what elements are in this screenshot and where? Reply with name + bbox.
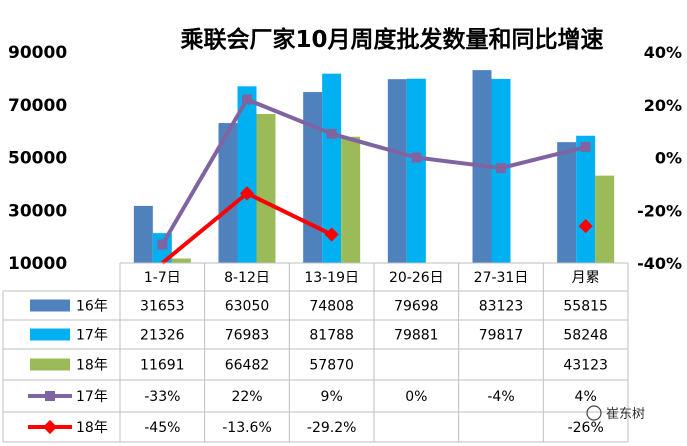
bar: [322, 73, 342, 263]
bar: [406, 78, 426, 263]
table-cell: -45%: [144, 420, 180, 436]
legend-swatch: [30, 358, 70, 371]
line-point: [239, 186, 255, 201]
table-cell: -33%: [144, 389, 180, 405]
table-cell: 55815: [563, 299, 608, 315]
table-cell: 79817: [479, 328, 524, 344]
line-point: [411, 152, 422, 163]
legend-marker: [45, 391, 55, 401]
table-cell: 21326: [140, 328, 185, 344]
table-cell: 76983: [225, 328, 270, 344]
table-cell: 79881: [394, 328, 439, 344]
category-label: 20-26日: [389, 270, 444, 286]
legend-label: 16年: [76, 299, 108, 315]
table-cell: -13.6%: [222, 420, 272, 436]
line-point: [157, 239, 168, 250]
table-cell: 79698: [394, 299, 439, 315]
legend-label: 18年: [76, 420, 108, 436]
right-tick-label: 0%: [655, 149, 682, 168]
bar: [237, 86, 257, 263]
category-label: 1-7日: [144, 270, 181, 286]
left-tick-label: 30000: [8, 201, 67, 221]
table-cell: 57870: [309, 358, 354, 374]
table-cell: 4%: [575, 389, 597, 405]
table-cell: 31653: [140, 299, 185, 315]
line-point: [578, 219, 593, 234]
left-tick-label: 50000: [8, 149, 67, 169]
legend-label: 18年: [76, 358, 108, 374]
table-cell: 22%: [231, 389, 262, 405]
right-tick-label: 20%: [644, 96, 682, 115]
right-tick-label: -20%: [637, 201, 682, 220]
table-cell: 66482: [225, 358, 270, 374]
table-cell: 43123: [563, 358, 608, 374]
category-label: 13-19日: [304, 270, 359, 286]
table-cell: -26%: [568, 420, 604, 436]
right-axis: -40% -20% 0% 20% 40%: [637, 43, 682, 273]
table-cell: 81788: [309, 328, 354, 344]
bar: [218, 123, 238, 263]
line-point: [496, 163, 506, 174]
right-tick-label: 40%: [644, 43, 682, 62]
left-axis: 10000 30000 50000 70000 90000: [8, 43, 67, 274]
table-cell: -29.2%: [307, 420, 357, 436]
bar: [256, 114, 276, 264]
bar: [576, 135, 596, 263]
right-tick-label: -40%: [637, 254, 682, 273]
category-label: 27-31日: [474, 270, 529, 286]
table-cell: 83123: [479, 299, 524, 315]
legend-swatch: [30, 328, 70, 341]
table-cell: 0%: [405, 389, 427, 405]
lines: [157, 94, 593, 265]
table-cell: 74808: [309, 299, 354, 315]
bar: [595, 175, 615, 263]
table-cell: 58248: [563, 328, 608, 344]
table-cell: 9%: [321, 389, 343, 405]
series-line: [160, 97, 587, 246]
table-cell: -4%: [487, 389, 514, 405]
legend-label: 17年: [76, 328, 108, 344]
left-tick-label: 90000: [8, 43, 67, 63]
bar: [133, 205, 153, 263]
watermark: 崔东树: [586, 405, 645, 422]
bar: [557, 142, 577, 263]
category-label: 8-12日: [224, 270, 270, 286]
legend-swatch: [30, 299, 70, 312]
legend-marker: [42, 419, 58, 435]
data-table: 1-7日 8-12日 13-19日 20-26日 27-31日 月累 16年 31653 630…: [2, 262, 629, 443]
legend-label: 17年: [76, 389, 108, 405]
wechat-icon: [586, 405, 602, 421]
bar: [341, 136, 361, 263]
table-cell: 63050: [225, 299, 270, 315]
line-point: [242, 94, 252, 105]
bar: [303, 92, 323, 263]
bar: [387, 79, 407, 263]
line-point: [324, 227, 339, 242]
line-point: [326, 128, 337, 139]
watermark-text: 崔东树: [606, 406, 645, 422]
bars: [133, 70, 615, 264]
chart-title: 乘联会厂家10月周度批发数量和同比增速: [179, 26, 603, 53]
line-point: [580, 141, 591, 152]
left-tick-label: 70000: [8, 96, 67, 116]
left-tick-label: 10000: [8, 254, 67, 274]
table-cell: 11691: [140, 358, 185, 374]
category-label: 月累: [572, 270, 600, 286]
bar: [171, 258, 191, 263]
